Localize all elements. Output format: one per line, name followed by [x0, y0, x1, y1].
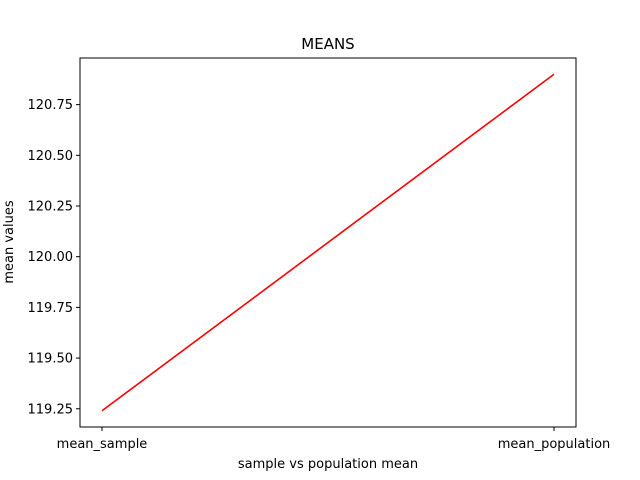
x-tick-label: mean_sample — [57, 437, 148, 452]
y-tick-label: 119.75 — [28, 301, 74, 316]
y-tick-label: 119.50 — [28, 352, 74, 367]
plot-frame — [79, 57, 577, 428]
y-tick-label: 120.25 — [28, 200, 74, 215]
x-tick-label: mean_population — [498, 437, 611, 452]
y-tick-label: 119.25 — [28, 402, 74, 417]
chart-title: MEANS — [301, 35, 354, 53]
y-axis-label: mean values — [2, 200, 17, 284]
y-tick-label: 120.00 — [28, 250, 74, 265]
x-axis-ticks: mean_sample mean_population — [57, 427, 611, 452]
y-tick-label: 120.75 — [28, 98, 74, 113]
x-axis-label: sample vs population mean — [238, 457, 418, 472]
series-line-0 — [101, 73, 555, 412]
y-tick-label: 120.50 — [28, 149, 74, 164]
series-lines — [101, 73, 555, 412]
y-axis-ticks: 119.25 119.50 119.75 120.00 120.25 120.50 120.… — [28, 98, 80, 417]
